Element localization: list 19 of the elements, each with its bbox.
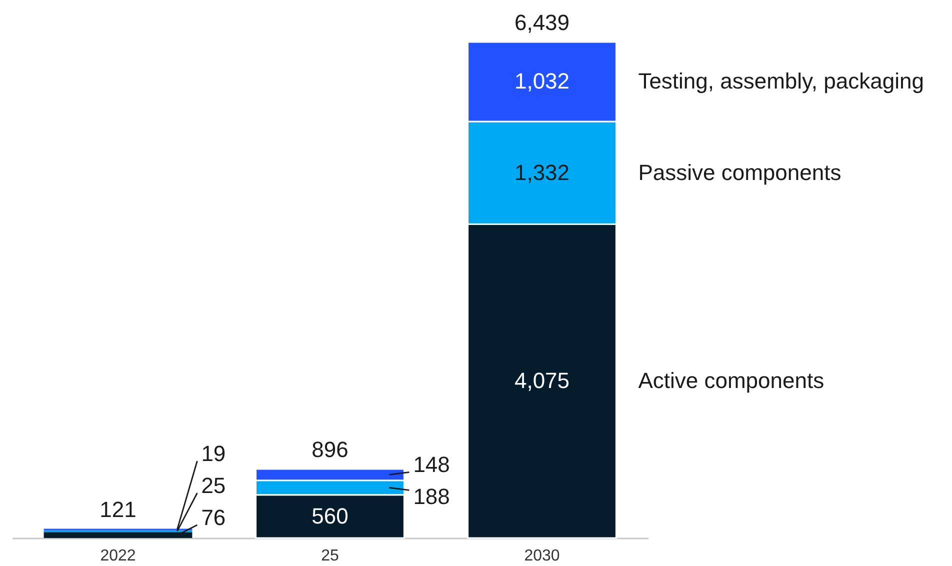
data-label: 1,332 <box>514 160 570 185</box>
x-tick-label: 2030 <box>524 548 560 564</box>
data-label: 4,075 <box>514 368 570 394</box>
x-tick-label: 2022 <box>100 548 136 564</box>
data-label: 19 <box>201 441 226 466</box>
series-label: Testing, assembly, packaging <box>638 68 924 94</box>
total-label: 896 <box>312 436 348 462</box>
data-label: 25 <box>201 473 226 498</box>
total-label: 121 <box>100 496 136 522</box>
series-label: Passive components <box>638 160 842 185</box>
data-label: 188 <box>413 484 450 510</box>
data-label: 148 <box>413 452 450 478</box>
bar <box>44 532 192 538</box>
total-label: 6,439 <box>514 10 570 35</box>
data-label: 560 <box>312 503 348 528</box>
data-label: 76 <box>201 505 226 530</box>
data-label: 1,032 <box>514 68 570 94</box>
x-tick-label: 25 <box>321 548 339 564</box>
series-label: Active components <box>638 368 824 394</box>
